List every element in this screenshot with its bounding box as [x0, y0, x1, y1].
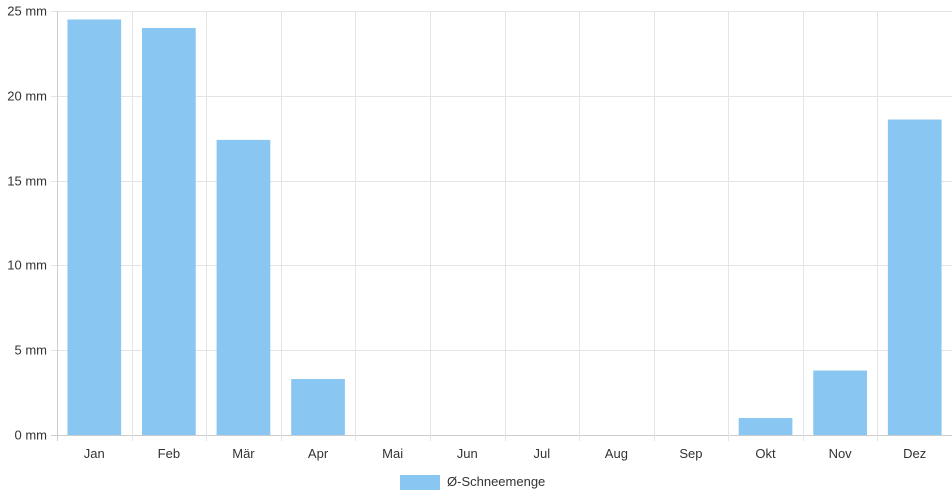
y-tick-label: 0 mm — [15, 428, 48, 443]
x-axis-labels: Jan Feb Mär Apr Mai Jun Jul Aug Sep Okt Nov Dez — [84, 446, 926, 461]
bar-Feb[interactable] — [142, 27, 196, 436]
y-tick-label: 5 mm — [15, 343, 48, 358]
grid — [51, 11, 952, 441]
legend-label[interactable]: Ø-Schneemenge — [447, 474, 545, 489]
x-tick-label: Nov — [829, 446, 853, 461]
y-tick-label: 25 mm — [7, 4, 47, 19]
bar-Jan[interactable] — [67, 19, 122, 435]
y-tick-label: 20 mm — [7, 89, 47, 104]
x-tick-label: Aug — [605, 446, 628, 461]
x-tick-label: Dez — [903, 446, 926, 461]
x-tick-label: Jan — [84, 446, 105, 461]
bars — [67, 19, 942, 436]
bar-Apr[interactable] — [291, 379, 345, 435]
x-tick-label: Feb — [158, 446, 180, 461]
bar-Okt[interactable] — [738, 418, 793, 435]
x-tick-label: Sep — [679, 446, 702, 461]
x-tick-label: Mai — [382, 446, 403, 461]
x-tick-label: Apr — [308, 446, 329, 461]
bar-Dez[interactable] — [887, 119, 942, 435]
y-tick-label: 10 mm — [7, 258, 47, 273]
y-tick-label: 15 mm — [7, 174, 47, 189]
x-tick-label: Jun — [457, 446, 478, 461]
bar-Mär[interactable] — [216, 139, 271, 435]
legend[interactable]: Ø-Schneemenge — [400, 474, 545, 490]
x-tick-label: Mär — [232, 446, 255, 461]
bar-Nov[interactable] — [813, 370, 867, 435]
y-axis-labels: 0 mm 5 mm 10 mm 15 mm 20 mm 25 mm — [7, 4, 47, 443]
x-tick-label: Jul — [533, 446, 550, 461]
x-tick-label: Okt — [755, 446, 776, 461]
legend-swatch[interactable] — [400, 475, 440, 490]
